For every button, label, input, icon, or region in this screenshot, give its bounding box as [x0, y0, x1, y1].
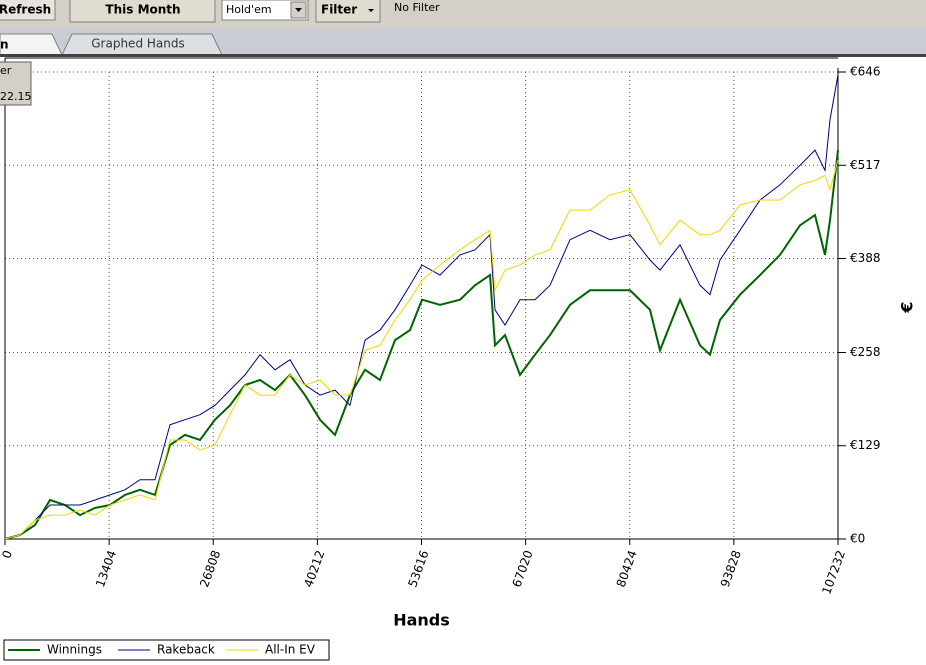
x-tick-label: 80424 [614, 548, 640, 589]
y-tick-label: €129 [850, 438, 881, 452]
period-button[interactable] [69, 0, 216, 23]
x-tick-label: 13404 [93, 548, 119, 589]
y-tick-label: €646 [850, 65, 881, 79]
x-tick-label: 107232 [819, 548, 848, 596]
legend [3, 639, 330, 661]
active-tab[interactable] [0, 33, 63, 56]
refresh-button[interactable] [0, 0, 56, 21]
game-label: Hold'em [226, 3, 272, 16]
tooltip [0, 61, 32, 106]
graphed-tab[interactable] [61, 33, 223, 56]
legend-label: All-In EV [265, 643, 316, 657]
chart: €0 €129 €258 €388 €517 €646 0 13404 26808 40212 53… [0, 57, 917, 661]
series-line [4, 160, 839, 540]
series-line [4, 74, 839, 540]
legend-label: Winnings [47, 643, 102, 657]
refresh-label: Refresh [0, 3, 51, 17]
y-tick-label: €388 [850, 251, 881, 265]
x-tick-label: 53616 [405, 548, 431, 589]
legend-label: Rakeback [157, 643, 215, 657]
tab-underline [0, 54, 926, 57]
arrow-icon [295, 8, 302, 12]
x-tick-label: 67020 [510, 548, 536, 589]
y-axis-label: € [898, 301, 917, 313]
y-tick-label: €0 [850, 532, 865, 546]
y-tick-label: €258 [850, 345, 881, 359]
plot-area [5, 72, 838, 539]
graphed-tab-label: Graphed Hands [91, 37, 184, 51]
filter-arrow [368, 9, 374, 12]
game-select[interactable] [221, 0, 309, 21]
x-tick-label: 0 [0, 548, 15, 560]
filter-button[interactable] [315, 0, 381, 23]
y-tick-label: €517 [850, 158, 881, 172]
filter-status: No Filter [394, 1, 440, 14]
x-tick-label: 40212 [301, 548, 327, 589]
tooltip-line: 22.15 [0, 90, 32, 103]
filter-label: Filter [321, 3, 357, 17]
x-tick-label: 93828 [718, 548, 744, 589]
series-line [4, 149, 839, 540]
x-tick-label: 26808 [197, 548, 223, 589]
tooltip-line: er [0, 64, 12, 77]
active-tab-label: n [0, 38, 9, 52]
period-label: This Month [105, 3, 180, 17]
x-axis-label: Hands [393, 611, 450, 630]
